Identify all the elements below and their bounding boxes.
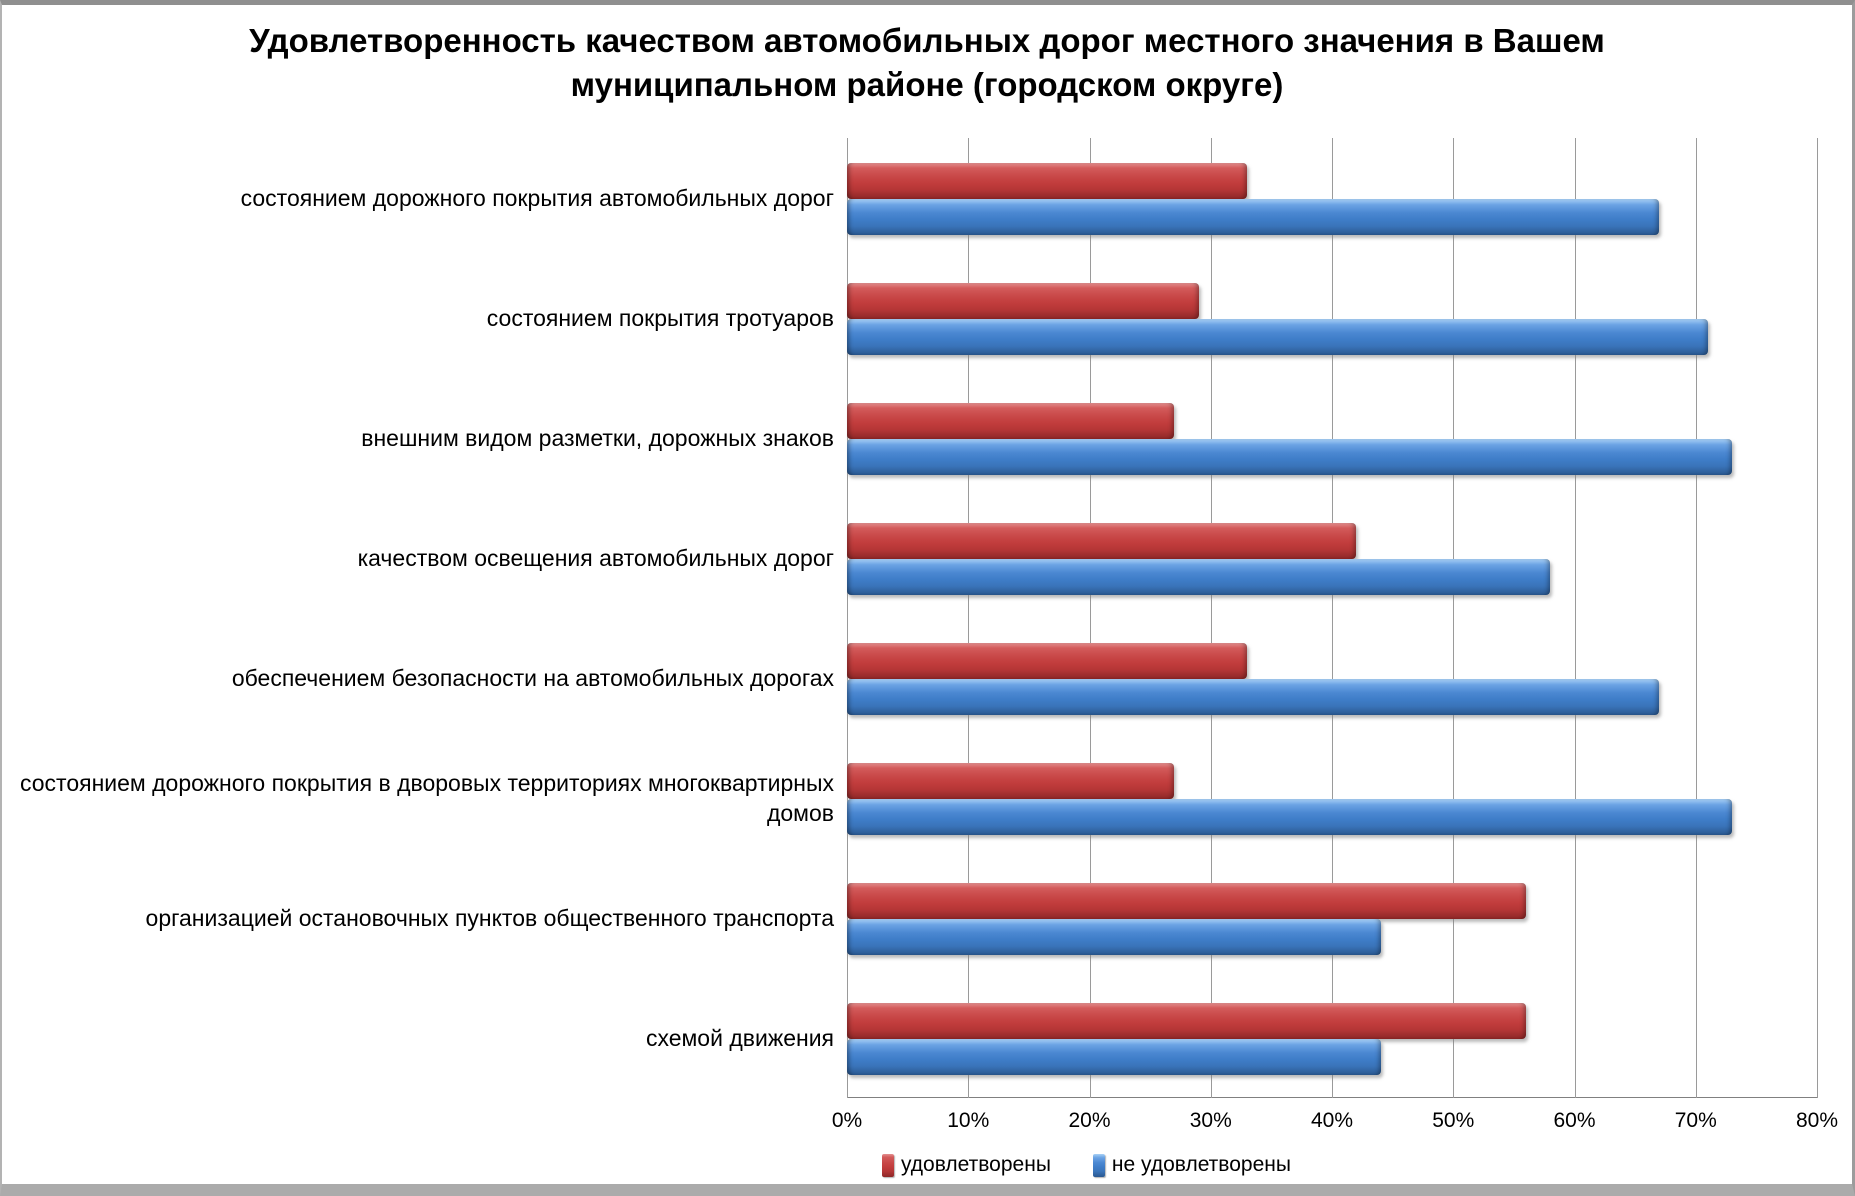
x-tick-label: 70% (1674, 1109, 1717, 1132)
bar-not-satisfied-row-7 (847, 919, 1381, 955)
legend-label-satisfied: удовлетворены (901, 1153, 1051, 1176)
legend: удовлетворены не удовлетворены (882, 1153, 1291, 1177)
x-tick-label: 60% (1553, 1109, 1596, 1132)
gridline (1210, 138, 1212, 1098)
bar-not-satisfied-row-3 (847, 439, 1732, 475)
chart-title-line-2: муниципальном районе (городском округе) (570, 66, 1284, 103)
gridline (1089, 138, 1091, 1098)
bar-satisfied-row-7 (847, 883, 1526, 919)
bar-not-satisfied-row-4 (847, 559, 1550, 595)
gridline (1695, 138, 1697, 1098)
bar-satisfied-row-8 (847, 1003, 1526, 1039)
bar-not-satisfied-row-8 (847, 1039, 1381, 1075)
x-tick-label: 30% (1189, 1109, 1232, 1132)
gridline (847, 138, 848, 1098)
bar-satisfied-row-3 (847, 403, 1174, 439)
category-label: схемой движения (645, 1025, 834, 1051)
bar-satisfied-row-1 (847, 163, 1247, 199)
x-tick-label: 80% (1795, 1109, 1839, 1132)
bar-satisfied-row-2 (847, 283, 1199, 319)
gridline (968, 138, 970, 1098)
legend-label-not-satisfied: не удовлетворены (1111, 1153, 1291, 1176)
x-tick-label: 10% (947, 1109, 990, 1132)
bar-not-satisfied-row-2 (847, 319, 1708, 355)
gridline (1453, 138, 1455, 1098)
bar-satisfied-row-6 (847, 763, 1174, 799)
x-tick-label: 0% (831, 1109, 863, 1132)
bar-satisfied-row-5 (847, 643, 1247, 679)
gridline (1332, 138, 1333, 1098)
legend-item-not-satisfied: не удовлетворены (1092, 1153, 1291, 1177)
category-label: организацией остановочных пунктов общест… (145, 905, 834, 931)
category-label: состоянием дорожного покрытия в дворовых… (20, 770, 834, 826)
legend-swatch-satisfied (882, 1153, 894, 1177)
bar-not-satisfied-row-5 (847, 679, 1659, 715)
category-label: состоянием покрытия тротуаров (486, 305, 834, 331)
bar-satisfied-row-4 (847, 523, 1356, 559)
bar-not-satisfied-row-1 (847, 199, 1659, 235)
gridline (1817, 138, 1818, 1098)
category-label: внешним видом разметки, дорожных знаков (361, 425, 834, 451)
chart-title: Удовлетворенность качеством автомобильны… (2, 19, 1852, 107)
chart-title-line-1: Удовлетворенность качеством автомобильны… (249, 22, 1605, 59)
legend-item-satisfied: удовлетворены (882, 1153, 1051, 1177)
x-tick-label: 50% (1432, 1109, 1475, 1132)
category-label: обеспечением безопасности на автомобильн… (231, 665, 834, 691)
category-label: качеством освещения автомобильных дорог (357, 545, 834, 571)
legend-swatch-not-satisfied (1092, 1153, 1105, 1177)
x-tick-label: 40% (1310, 1109, 1354, 1132)
gridline (1574, 138, 1576, 1098)
bar-not-satisfied-row-6 (847, 799, 1732, 835)
category-label: состоянием дорожного покрытия автомобиль… (240, 185, 834, 211)
x-tick-label: 20% (1068, 1109, 1111, 1132)
